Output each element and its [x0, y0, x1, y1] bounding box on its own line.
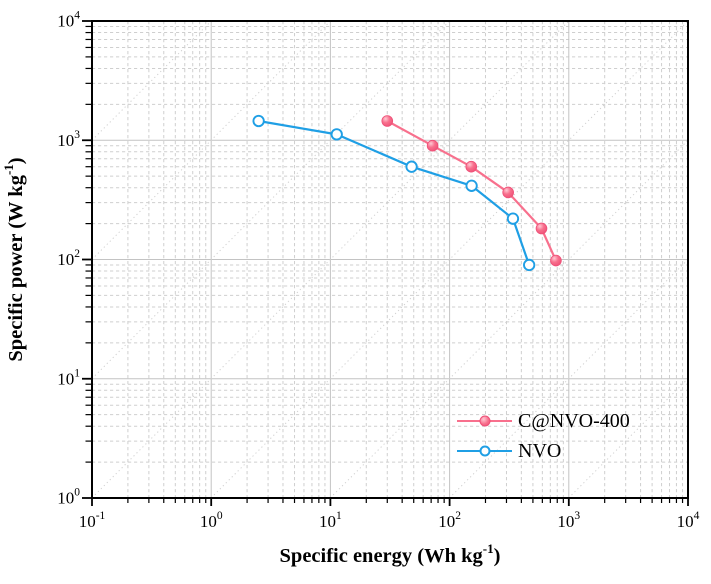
y-tick-label: 103: [57, 129, 80, 150]
legend-line-sample: [457, 415, 512, 427]
series-c-nvo-400: [381, 115, 562, 267]
legend-label: NVO: [518, 439, 562, 462]
y-axis-title: Specific power (W kg-1): [1, 157, 27, 361]
grid-minor: [92, 21, 688, 498]
data-point-marker: [252, 114, 265, 128]
data-point-marker: [465, 160, 478, 173]
legend-item-nvo: NVO: [457, 436, 630, 466]
open-circle-marker-icon: [479, 445, 490, 457]
x-tick-label: 104: [677, 510, 700, 531]
plot-frame: [91, 20, 689, 499]
data-point-marker: [426, 139, 439, 152]
legend-line-sample: [457, 445, 512, 457]
legend-item-c-nvo-400: C@NVO-400: [457, 406, 630, 436]
y-tick-label: 100: [57, 487, 80, 508]
data-point-marker: [523, 258, 536, 272]
data-point-marker: [465, 179, 478, 192]
axis-ticks: [82, 20, 689, 506]
y-tick-label: 104: [57, 10, 80, 31]
filled-circle-marker-icon: [479, 415, 490, 427]
x-tick-label: 10-1: [79, 510, 106, 531]
x-tick-label: 100: [200, 510, 223, 531]
data-point-marker: [550, 254, 562, 267]
data-point-marker: [502, 186, 514, 199]
series-line: [386, 120, 557, 261]
series-nvo: [252, 114, 536, 272]
data-point-marker: [535, 222, 548, 235]
data-point-marker: [405, 160, 418, 173]
x-tick-label: 103: [557, 510, 580, 531]
diagonal-guides: [92, 21, 688, 498]
chart-legend: C@NVO-400 NVO: [457, 406, 630, 466]
x-tick-label: 102: [438, 510, 461, 531]
x-axis-title: Specific energy (Wh kg-1): [280, 541, 501, 567]
y-tick-label: 101: [57, 367, 80, 388]
legend-label: C@NVO-400: [518, 409, 630, 432]
data-point-marker: [330, 128, 343, 141]
data-point-marker: [506, 212, 520, 225]
series-line: [258, 119, 531, 266]
data-point-marker: [381, 115, 394, 127]
x-tick-label: 101: [319, 510, 342, 531]
y-tick-label: 102: [57, 248, 80, 269]
